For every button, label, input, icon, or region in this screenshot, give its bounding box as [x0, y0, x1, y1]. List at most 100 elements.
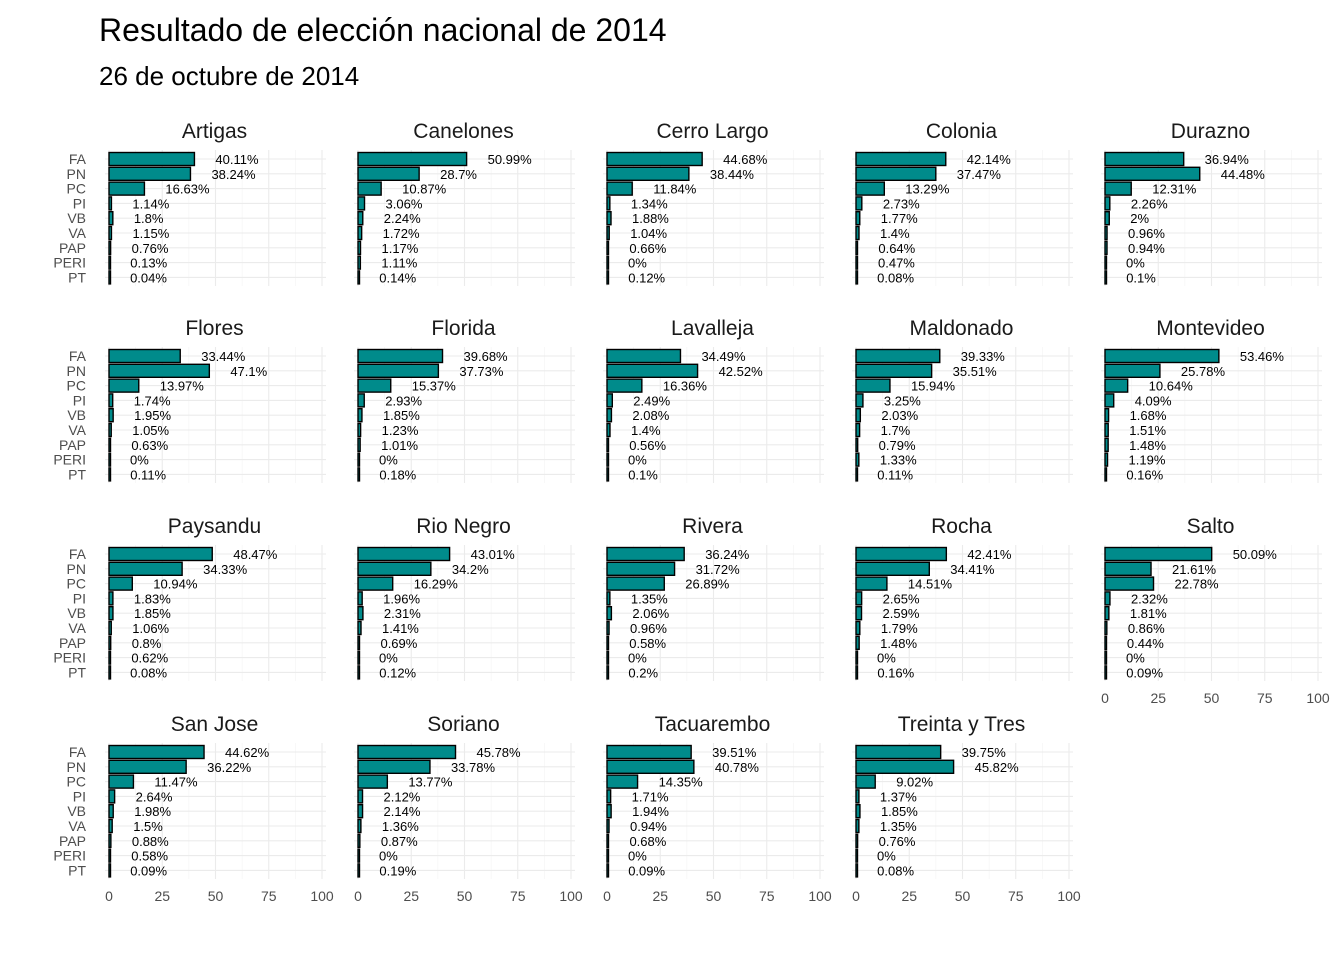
data-label: 11.84% — [653, 182, 697, 197]
panel-title: Cerro Largo — [656, 120, 768, 143]
data-label: 0.94% — [1128, 241, 1165, 256]
data-label: 0% — [877, 651, 896, 666]
bar-pt — [357, 863, 361, 878]
data-label: 1.41% — [382, 621, 419, 636]
data-label: 44.68% — [723, 152, 768, 167]
bar-vb — [108, 804, 114, 819]
bar-peri — [855, 848, 859, 863]
x-tick-label: 50 — [208, 888, 224, 904]
data-label: 12.31% — [1152, 182, 1197, 197]
data-label: 0% — [877, 849, 896, 864]
data-label: 0.56% — [629, 438, 666, 453]
data-label: 0.76% — [132, 241, 169, 256]
panel-title: Durazno — [1171, 120, 1250, 143]
panel-title: Canelones — [413, 120, 513, 143]
data-label: 1.72% — [383, 226, 420, 241]
category-label: VA — [68, 422, 86, 438]
data-label: 1.11% — [381, 256, 417, 271]
data-label: 48.47% — [233, 547, 278, 562]
data-label: 2.26% — [1131, 196, 1168, 211]
data-label: 44.62% — [225, 745, 270, 760]
bar-va — [606, 422, 611, 438]
category-label: PI — [73, 590, 86, 606]
bar-pn — [357, 561, 432, 576]
data-label: 39.75% — [962, 745, 1007, 760]
category-label: PERI — [53, 255, 86, 271]
category-label: PAP — [59, 635, 86, 651]
bar-pt — [1104, 270, 1108, 285]
bar-pi — [108, 789, 116, 804]
data-label: 50.99% — [488, 152, 533, 167]
chart-subtitle: 26 de octubre de 2014 — [99, 61, 360, 91]
bar-pi — [357, 591, 363, 606]
bar-fa — [606, 744, 692, 760]
bar-pi — [1104, 591, 1111, 606]
bar-vb — [855, 606, 863, 621]
data-label: 1.4% — [631, 423, 661, 438]
data-label: 2.59% — [883, 606, 920, 621]
x-tick-label: 0 — [105, 888, 113, 904]
bar-pt — [1104, 665, 1108, 680]
category-label: PERI — [53, 848, 86, 864]
bar-pn — [606, 759, 695, 774]
data-label: 38.24% — [211, 167, 256, 182]
data-label: 42.52% — [719, 364, 764, 379]
data-label: 0.18% — [379, 467, 416, 482]
data-label: 10.94% — [153, 577, 198, 592]
data-label: 1.19% — [1129, 453, 1166, 468]
data-label: 0.66% — [629, 241, 666, 256]
bar-pc — [1104, 378, 1129, 393]
data-label: 1.5% — [133, 819, 163, 834]
bar-vb — [1104, 210, 1110, 226]
x-tick-label: 25 — [154, 888, 170, 904]
data-label: 0.16% — [877, 665, 914, 680]
bar-vb — [1104, 408, 1110, 423]
bar-pap — [357, 437, 361, 452]
panel-durazno: Durazno 36.94%44.48% 12.31%2.26%2%0.96%0.9… — [1101, 120, 1322, 286]
data-label: 2.06% — [632, 606, 669, 621]
category-label: PI — [73, 392, 86, 408]
bar-pc — [855, 774, 876, 789]
bar-pt — [855, 665, 859, 680]
bar-pc — [357, 774, 389, 789]
x-tick-label: 75 — [759, 888, 775, 904]
bar-fa — [855, 546, 948, 562]
bar-fa — [357, 348, 444, 364]
bar-fa — [855, 348, 941, 364]
x-tick-label: 100 — [310, 888, 334, 904]
category-label: VA — [68, 620, 86, 636]
bar-pap — [357, 635, 361, 650]
x-tick-label: 0 — [1101, 690, 1109, 706]
bar-pt — [606, 467, 610, 482]
category-label: FA — [69, 348, 87, 364]
data-label: 1.37% — [880, 789, 917, 804]
data-label: 1.85% — [134, 606, 171, 621]
data-label: 0.09% — [1126, 665, 1163, 680]
data-label: 0.94% — [630, 819, 667, 834]
data-label: 0% — [1126, 256, 1145, 271]
panel-lavalleja: Lavalleja 34.49%42.52% 16.36%2.49%2.08%1.4… — [603, 317, 824, 483]
bar-pi — [606, 591, 611, 606]
bar-pn — [1104, 363, 1161, 378]
data-label: 1.85% — [881, 804, 918, 819]
data-label: 38.44% — [710, 167, 755, 182]
data-label: 0.1% — [1126, 270, 1156, 285]
bar-pap — [855, 437, 859, 452]
panel-title: Colonia — [926, 120, 998, 143]
panel-title: San Jose — [171, 713, 259, 736]
data-label: 0.44% — [1127, 636, 1164, 651]
data-label: 1.35% — [631, 591, 668, 606]
bar-fa — [357, 744, 457, 760]
bar-fa — [1104, 348, 1220, 364]
bar-pap — [855, 240, 859, 256]
bar-vb — [606, 606, 613, 621]
panel-san-jose: San Jose 44.62% FA 36.22% PN 11.47% PC 2.64% PI 1… — [53, 713, 334, 904]
bar-pi — [606, 393, 614, 408]
bar-vb — [357, 804, 364, 819]
panel-title: Rocha — [931, 515, 992, 538]
data-label: 4.09% — [1135, 393, 1172, 408]
x-tick-label: 50 — [706, 888, 722, 904]
bar-vb — [357, 408, 363, 423]
bar-pap — [1104, 635, 1108, 650]
